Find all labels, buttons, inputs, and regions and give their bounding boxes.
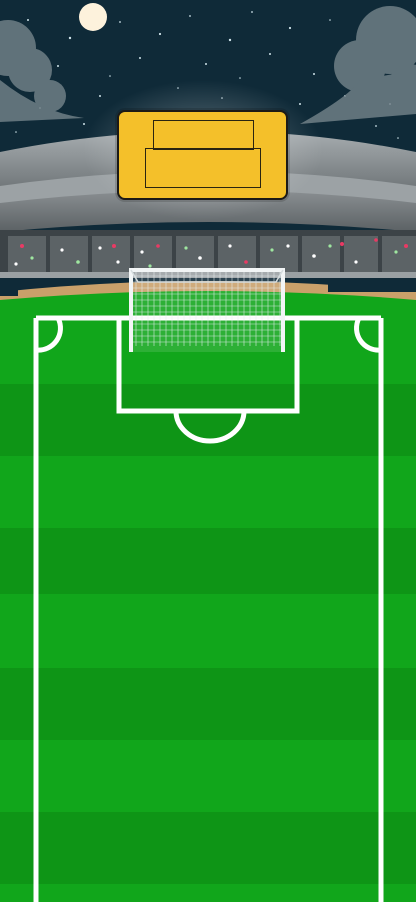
scoreboard-top-panel — [153, 120, 254, 150]
pitch-stripes — [0, 384, 416, 884]
corner-arc-right — [354, 316, 382, 353]
scoreboard — [117, 110, 288, 200]
corner-arc-left — [35, 316, 63, 353]
goal — [129, 268, 285, 352]
penalty-arc — [173, 410, 247, 444]
pitch-base — [0, 291, 416, 902]
cloud-right — [300, 6, 416, 124]
track-edge-left — [0, 284, 18, 296]
scoreboard-bottom-panel — [145, 148, 261, 188]
crowd-sections — [8, 236, 416, 272]
goal-frame — [129, 268, 285, 352]
stars — [15, 11, 399, 139]
crowd-lights — [14, 238, 408, 268]
track-edge-right — [328, 280, 416, 292]
cloud-left — [0, 20, 84, 122]
moon — [79, 3, 107, 31]
